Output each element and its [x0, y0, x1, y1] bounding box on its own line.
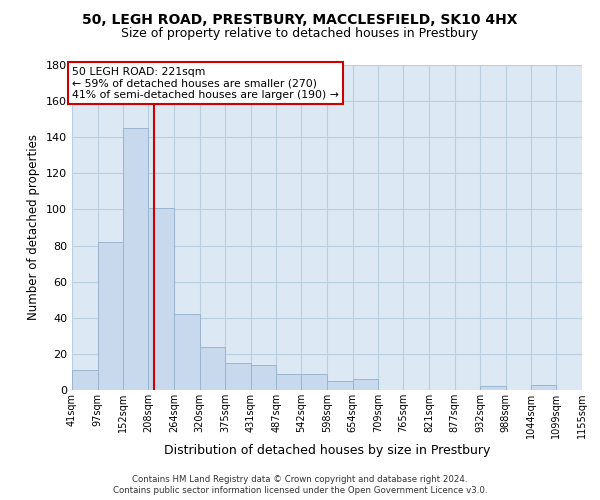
Bar	[353, 379, 378, 390]
Bar	[531, 384, 556, 390]
Text: Contains public sector information licensed under the Open Government Licence v3: Contains public sector information licen…	[113, 486, 487, 495]
X-axis label: Distribution of detached houses by size in Prestbury: Distribution of detached houses by size …	[164, 444, 490, 457]
Bar	[251, 364, 276, 390]
Bar	[98, 242, 123, 390]
Bar	[72, 370, 98, 390]
Bar	[225, 363, 251, 390]
Bar	[174, 314, 200, 390]
Text: 50, LEGH ROAD, PRESTBURY, MACCLESFIELD, SK10 4HX: 50, LEGH ROAD, PRESTBURY, MACCLESFIELD, …	[82, 12, 518, 26]
Bar	[276, 374, 301, 390]
Text: Contains HM Land Registry data © Crown copyright and database right 2024.: Contains HM Land Registry data © Crown c…	[132, 475, 468, 484]
Bar	[148, 208, 174, 390]
Text: Size of property relative to detached houses in Prestbury: Size of property relative to detached ho…	[121, 28, 479, 40]
Text: 50 LEGH ROAD: 221sqm
← 59% of detached houses are smaller (270)
41% of semi-deta: 50 LEGH ROAD: 221sqm ← 59% of detached h…	[72, 67, 339, 100]
Bar	[480, 386, 506, 390]
Bar	[327, 381, 353, 390]
Bar	[123, 128, 148, 390]
Y-axis label: Number of detached properties: Number of detached properties	[28, 134, 40, 320]
Bar	[200, 346, 225, 390]
Bar	[301, 374, 327, 390]
